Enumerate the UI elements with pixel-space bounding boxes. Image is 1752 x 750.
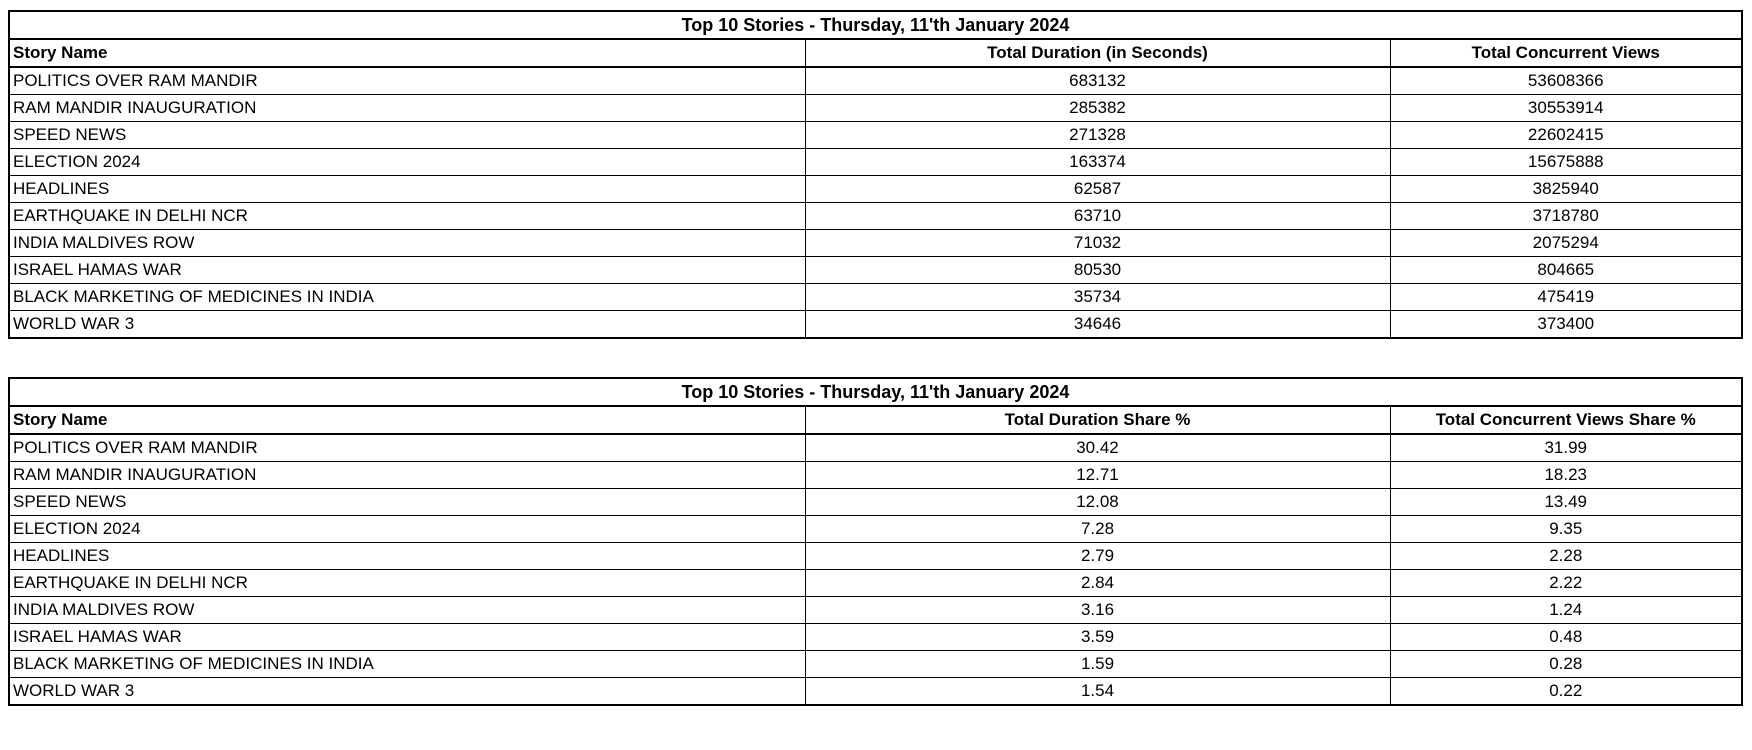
value-cell: 80530 <box>804 256 1391 284</box>
value-cell: 271328 <box>804 121 1391 149</box>
table-row: EARTHQUAKE IN DELHI NCR 63710 3718780 <box>8 202 1743 230</box>
table-row: BLACK MARKETING OF MEDICINES IN INDIA 1.5… <box>8 650 1743 678</box>
table-row: HEADLINES 2.79 2.28 <box>8 542 1743 570</box>
report-page: Top 10 Stories - Thursday, 11'th January… <box>8 10 1743 706</box>
table-row: WORLD WAR 3 34646 373400 <box>8 310 1743 339</box>
table-title-row: Top 10 Stories - Thursday, 11'th January… <box>8 377 1743 407</box>
table-title: Top 10 Stories - Thursday, 11'th January… <box>8 377 1743 407</box>
story-name-cell: WORLD WAR 3 <box>8 310 806 339</box>
value-cell: 475419 <box>1389 283 1743 311</box>
table-row: HEADLINES 62587 3825940 <box>8 175 1743 203</box>
table-row: INDIA MALDIVES ROW 71032 2075294 <box>8 229 1743 257</box>
value-cell: 285382 <box>804 94 1391 122</box>
table-row: ELECTION 2024 163374 15675888 <box>8 148 1743 176</box>
story-name-cell: RAM MANDIR INAUGURATION <box>8 94 806 122</box>
table-row: SPEED NEWS 12.08 13.49 <box>8 488 1743 516</box>
value-cell: 0.48 <box>1389 623 1743 651</box>
value-cell: 9.35 <box>1389 515 1743 543</box>
top-stories-totals-table: Top 10 Stories - Thursday, 11'th January… <box>8 10 1743 339</box>
table-title-row: Top 10 Stories - Thursday, 11'th January… <box>8 10 1743 40</box>
story-name-cell: INDIA MALDIVES ROW <box>8 229 806 257</box>
table-row: BLACK MARKETING OF MEDICINES IN INDIA 357… <box>8 283 1743 311</box>
value-cell: 2.79 <box>804 542 1391 570</box>
value-cell: 7.28 <box>804 515 1391 543</box>
value-cell: 22602415 <box>1389 121 1743 149</box>
value-cell: 163374 <box>804 148 1391 176</box>
story-name-cell: ELECTION 2024 <box>8 148 806 176</box>
story-name-cell: HEADLINES <box>8 175 806 203</box>
value-cell: 71032 <box>804 229 1391 257</box>
column-header: Total Concurrent Views Share % <box>1389 405 1743 435</box>
value-cell: 15675888 <box>1389 148 1743 176</box>
value-cell: 3.16 <box>804 596 1391 624</box>
value-cell: 1.24 <box>1389 596 1743 624</box>
story-name-cell: EARTHQUAKE IN DELHI NCR <box>8 569 806 597</box>
column-header: Total Duration (in Seconds) <box>804 38 1391 68</box>
value-cell: 0.22 <box>1389 677 1743 706</box>
story-name-cell: SPEED NEWS <box>8 488 806 516</box>
value-cell: 2075294 <box>1389 229 1743 257</box>
value-cell: 3718780 <box>1389 202 1743 230</box>
value-cell: 18.23 <box>1389 461 1743 489</box>
value-cell: 13.49 <box>1389 488 1743 516</box>
table-row: ISRAEL HAMAS WAR 3.59 0.48 <box>8 623 1743 651</box>
story-name-cell: INDIA MALDIVES ROW <box>8 596 806 624</box>
story-name-cell: HEADLINES <box>8 542 806 570</box>
table-row: EARTHQUAKE IN DELHI NCR 2.84 2.22 <box>8 569 1743 597</box>
value-cell: 2.28 <box>1389 542 1743 570</box>
value-cell: 30553914 <box>1389 94 1743 122</box>
table-row: ISRAEL HAMAS WAR 80530 804665 <box>8 256 1743 284</box>
value-cell: 31.99 <box>1389 433 1743 462</box>
story-name-cell: POLITICS OVER RAM MANDIR <box>8 433 806 462</box>
value-cell: 35734 <box>804 283 1391 311</box>
table-row: POLITICS OVER RAM MANDIR 683132 53608366 <box>8 66 1743 95</box>
table-row: ELECTION 2024 7.28 9.35 <box>8 515 1743 543</box>
value-cell: 3825940 <box>1389 175 1743 203</box>
top-stories-share-table: Top 10 Stories - Thursday, 11'th January… <box>8 377 1743 706</box>
story-name-cell: ISRAEL HAMAS WAR <box>8 256 806 284</box>
value-cell: 2.22 <box>1389 569 1743 597</box>
table-row: POLITICS OVER RAM MANDIR 30.42 31.99 <box>8 433 1743 462</box>
story-name-cell: EARTHQUAKE IN DELHI NCR <box>8 202 806 230</box>
value-cell: 34646 <box>804 310 1391 339</box>
value-cell: 3.59 <box>804 623 1391 651</box>
table-row: WORLD WAR 3 1.54 0.22 <box>8 677 1743 706</box>
value-cell: 63710 <box>804 202 1391 230</box>
value-cell: 2.84 <box>804 569 1391 597</box>
story-name-cell: POLITICS OVER RAM MANDIR <box>8 66 806 95</box>
value-cell: 1.54 <box>804 677 1391 706</box>
table-header-row: Story Name Total Duration (in Seconds) Tot… <box>8 38 1743 68</box>
story-name-cell: RAM MANDIR INAUGURATION <box>8 461 806 489</box>
column-header: Story Name <box>8 38 806 68</box>
value-cell: 1.59 <box>804 650 1391 678</box>
table-row: INDIA MALDIVES ROW 3.16 1.24 <box>8 596 1743 624</box>
story-name-cell: SPEED NEWS <box>8 121 806 149</box>
value-cell: 683132 <box>804 66 1391 95</box>
value-cell: 12.71 <box>804 461 1391 489</box>
table-row: SPEED NEWS 271328 22602415 <box>8 121 1743 149</box>
column-header: Total Duration Share % <box>804 405 1391 435</box>
table-row: RAM MANDIR INAUGURATION 12.71 18.23 <box>8 461 1743 489</box>
value-cell: 0.28 <box>1389 650 1743 678</box>
value-cell: 30.42 <box>804 433 1391 462</box>
value-cell: 53608366 <box>1389 66 1743 95</box>
value-cell: 12.08 <box>804 488 1391 516</box>
story-name-cell: WORLD WAR 3 <box>8 677 806 706</box>
value-cell: 373400 <box>1389 310 1743 339</box>
story-name-cell: BLACK MARKETING OF MEDICINES IN INDIA <box>8 283 806 311</box>
story-name-cell: ISRAEL HAMAS WAR <box>8 623 806 651</box>
value-cell: 62587 <box>804 175 1391 203</box>
story-name-cell: BLACK MARKETING OF MEDICINES IN INDIA <box>8 650 806 678</box>
table-row: RAM MANDIR INAUGURATION 285382 30553914 <box>8 94 1743 122</box>
column-header: Story Name <box>8 405 806 435</box>
table-title: Top 10 Stories - Thursday, 11'th January… <box>8 10 1743 40</box>
value-cell: 804665 <box>1389 256 1743 284</box>
column-header: Total Concurrent Views <box>1389 38 1743 68</box>
table-header-row: Story Name Total Duration Share % Total Co… <box>8 405 1743 435</box>
story-name-cell: ELECTION 2024 <box>8 515 806 543</box>
